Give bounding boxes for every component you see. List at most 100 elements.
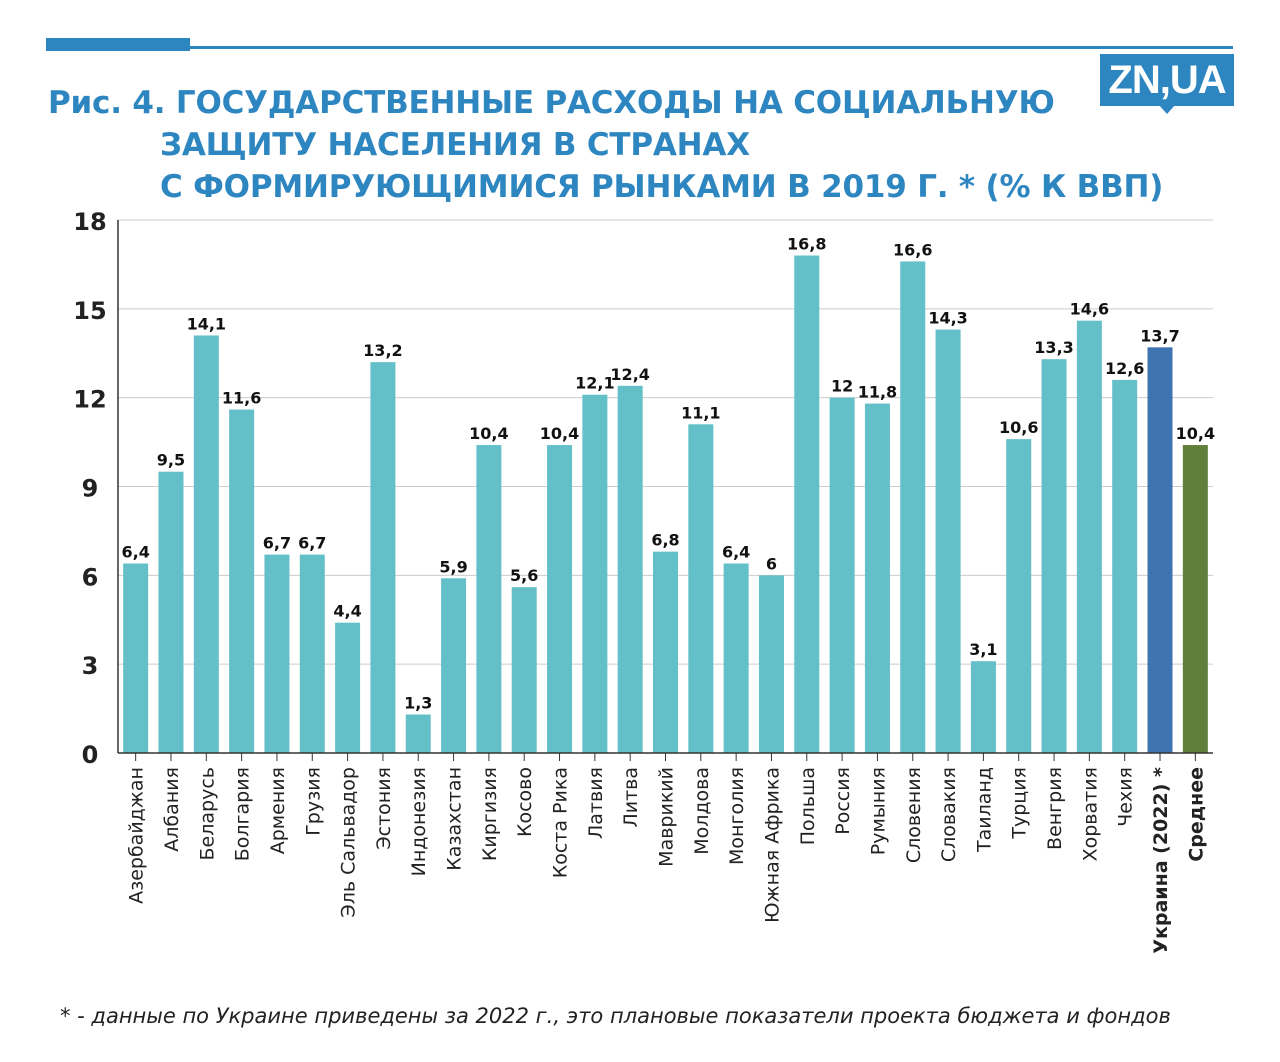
bar [723,563,749,753]
x-tick-label: Албания [161,767,183,852]
x-tick-label: Латвия [585,767,607,839]
x-tick-label: Словения [903,767,925,863]
y-tick-label: 12 [73,386,106,414]
x-tick-label: Индонезия [408,767,430,876]
bar [1076,320,1102,753]
bar [476,445,502,753]
x-tick-label: Южная Африка [761,767,783,923]
data-label: 13,3 [1034,338,1073,357]
x-tick-label: Среднее [1185,767,1207,862]
x-tick-label: Россия [832,767,854,835]
y-tick-label: 18 [73,208,106,236]
bar [511,587,537,753]
bar [158,471,184,753]
data-label: 3,1 [969,640,997,659]
data-label: 13,7 [1140,326,1179,345]
bar [1112,379,1138,753]
x-tick-label: Армения [267,767,289,854]
x-tick-label: Таиланд [973,767,995,853]
y-tick-label: 3 [82,652,99,680]
x-tick-label: Венгрия [1044,767,1066,850]
data-label: 12,1 [575,374,614,393]
y-tick-label: 0 [82,741,99,769]
data-label: 12,6 [1105,359,1144,378]
bar [229,409,255,753]
bar [1006,439,1032,753]
title-line-3: С ФОРМИРУЮЩИМИСЯ РЫНКАМИ В 2019 Г. * (% … [160,169,1164,205]
bar [193,335,219,753]
bar [900,261,926,753]
bar [582,394,608,753]
y-tick-label: 9 [82,475,99,503]
data-label: 14,1 [187,314,226,333]
bar [864,403,890,753]
bar [1147,347,1173,753]
x-tick-label: Грузия [302,767,324,836]
title-line-2: ЗАЩИТУ НАСЕЛЕНИЯ В СТРАНАХ [160,127,750,163]
data-label: 4,4 [333,602,361,621]
x-tick-label: Румыния [867,767,889,855]
title-line-1: Рис. 4. ГОСУДАРСТВЕННЫЕ РАСХОДЫ НА СОЦИА… [48,85,1055,121]
logo-tail-icon [1158,104,1176,114]
x-tick-label: Турция [1009,767,1031,840]
zn-ua-logo[interactable]: ZN,UA [1100,54,1234,106]
bar [547,445,573,753]
data-label: 10,4 [540,424,579,443]
data-label: 11,8 [858,383,897,402]
x-tick-label: Азербайджан [126,767,148,904]
bar [405,714,431,753]
bar [1041,359,1067,753]
bar-chart: 0 3 6 9 12 15 18 6,4 Азербайджан 9,5 Албания 14,1 Бе… [73,208,1215,954]
x-tick-label: Молдова [691,767,713,855]
bar [1182,445,1208,753]
data-label: 12 [831,377,853,396]
chart-title: Рис. 4. ГОСУДАРСТВЕННЫЕ РАСХОДЫ НА СОЦИА… [48,82,1163,208]
bar [794,255,820,754]
x-tick-label: Болгария [232,767,254,861]
bar [264,554,290,753]
bar [299,554,325,753]
data-label: 5,6 [510,566,538,585]
x-tick-label: Беларусь [196,767,218,860]
footnote: * - данные по Украине приведены за 2022 … [60,1004,1171,1028]
data-label: 14,3 [928,309,967,328]
data-label: 14,6 [1070,300,1109,319]
data-label: 6 [766,554,777,573]
data-label: 9,5 [157,451,185,470]
data-label: 6,4 [121,542,149,561]
x-tick-label: Украина (2022) * [1150,767,1172,954]
x-tick-label: Казахстан [444,767,466,871]
bar [617,385,643,753]
data-label: 13,2 [363,341,402,360]
data-label: 16,6 [893,240,932,259]
bar [441,578,467,753]
bar [758,575,784,753]
data-label: 1,3 [404,694,432,713]
x-tick-label: Чехия [1115,767,1137,827]
bar [335,622,361,753]
header-accent-bar [46,38,190,51]
x-tick-label: Маврикий [656,767,678,867]
x-tick-label: Эстония [373,767,395,850]
header-rule [190,46,1233,49]
data-label: 10,6 [999,418,1038,437]
y-tick-label: 15 [73,297,106,325]
bar [688,424,714,753]
bar [970,661,996,753]
data-label: 6,7 [263,534,291,553]
y-tick-label: 6 [82,563,99,591]
data-label: 6,8 [651,531,679,550]
x-tick-label: Эль Сальвадор [338,767,360,918]
bar [829,397,855,753]
x-tick-label: Монголия [726,767,748,865]
data-label: 16,8 [787,235,826,254]
bar [935,329,961,753]
x-tick-label: Словакия [938,767,960,862]
x-tick-label: Хорватия [1079,767,1101,861]
x-tick-label: Коста Рика [550,767,572,878]
x-tick-label: Косово [514,767,536,837]
data-label: 12,4 [610,365,649,384]
data-label: 11,1 [681,403,720,422]
data-label: 6,7 [298,534,326,553]
x-tick-label: Литва [620,767,642,828]
